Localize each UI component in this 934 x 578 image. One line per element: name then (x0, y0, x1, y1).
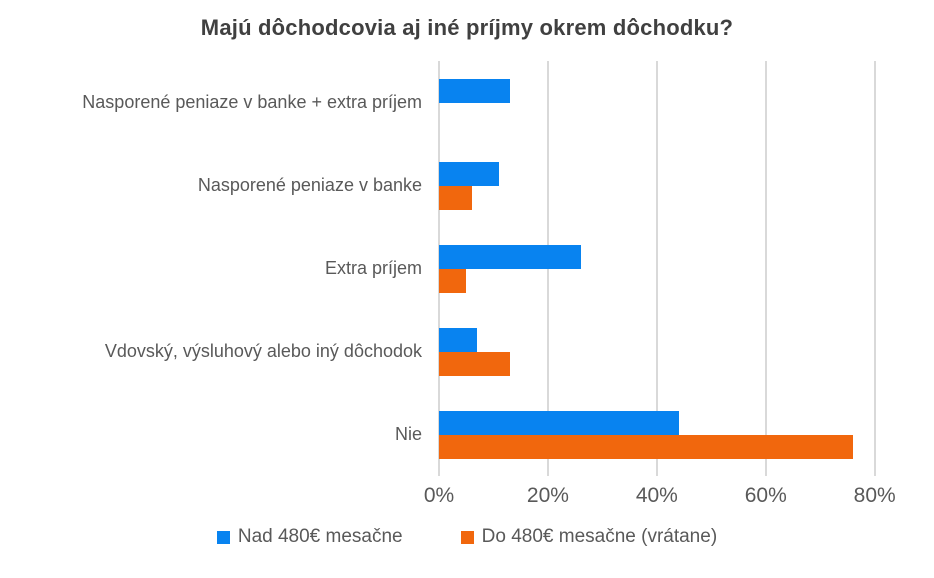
bar-row (439, 393, 891, 476)
category-label: Nie (394, 424, 422, 445)
category-label: Nasporené peniaze v banke + extra príjem (82, 92, 422, 113)
bar-series1 (439, 410, 679, 435)
bar-rows (439, 61, 891, 476)
bar-series2 (439, 268, 467, 293)
category-axis: Nasporené peniaze v banke + extra príjem… (0, 61, 439, 476)
category-label: Extra príjem (324, 258, 422, 279)
chart-body: Nasporené peniaze v banke + extra príjem… (0, 61, 934, 476)
legend-label: Do 480€ mesačne (vrátane) (481, 526, 718, 547)
x-axis-tick-label: 40% (635, 484, 678, 507)
gridline (546, 61, 549, 476)
bar-series2 (439, 434, 853, 459)
legend-swatch (460, 530, 474, 544)
gridline (655, 61, 658, 476)
category-label: Vdovský, výsluhový alebo iný dôchodok (104, 341, 422, 362)
bar-row (439, 61, 891, 144)
bar-series1 (439, 244, 581, 269)
legend-swatch (216, 530, 230, 544)
legend-label: Nad 480€ mesačne (237, 526, 403, 547)
legend: Nad 480€ mesačne Do 480€ mesačne (vrátane… (0, 526, 934, 548)
x-axis: 0% 20% 40% 60% 80% (424, 484, 896, 516)
bar-series1 (439, 327, 478, 352)
x-axis-tick-label: 0% (423, 484, 455, 507)
legend-item: Nad 480€ mesačne (216, 526, 403, 548)
category-label: Nasporené peniaze v banke (197, 175, 422, 196)
gridline (764, 61, 767, 476)
bar-series2 (439, 185, 472, 210)
plot-area (438, 61, 891, 476)
bar-row (439, 227, 891, 310)
bar-series1 (439, 78, 510, 103)
x-axis-tick-label: 20% (526, 484, 569, 507)
bar-series1 (439, 161, 499, 186)
chart-title: Majú dôchodcovia aj iné príjmy okrem dôc… (200, 15, 734, 40)
x-axis-tick-label: 60% (744, 484, 787, 507)
legend-item: Do 480€ mesačne (vrátane) (460, 526, 718, 548)
x-axis-tick-label: 80% (853, 484, 896, 507)
bar-row (439, 310, 891, 393)
bar-row (439, 144, 891, 227)
gridline (873, 61, 876, 476)
bar-series2 (439, 351, 510, 376)
